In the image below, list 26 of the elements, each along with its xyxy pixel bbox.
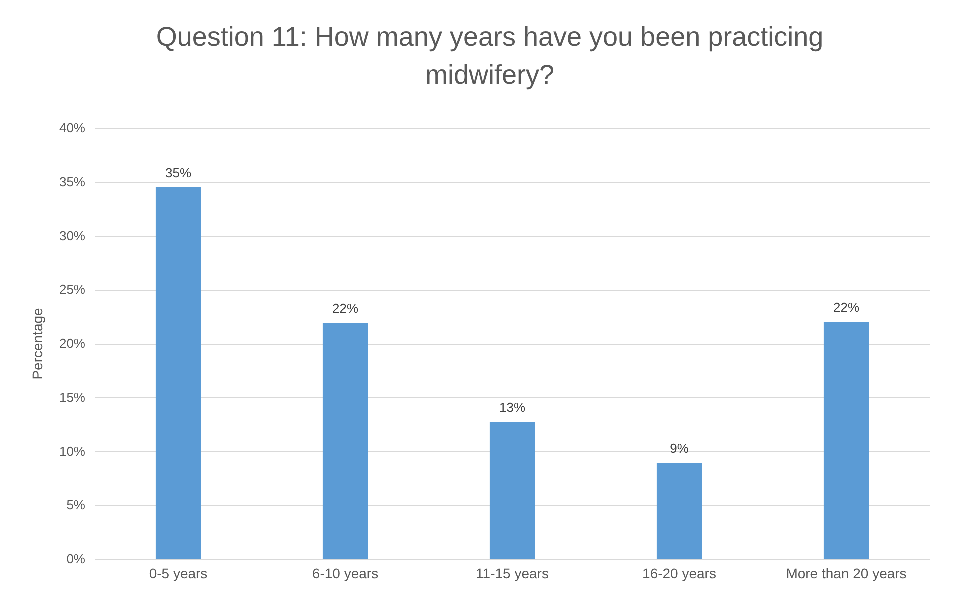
x-tick-label: More than 20 years bbox=[786, 566, 907, 582]
y-tick-label: 15% bbox=[59, 390, 86, 405]
bar bbox=[824, 322, 870, 559]
y-tick-label: 10% bbox=[59, 444, 86, 459]
y-tick-label: 20% bbox=[59, 336, 86, 351]
bar bbox=[656, 463, 702, 559]
y-tick-label: 5% bbox=[66, 498, 86, 513]
bar bbox=[490, 422, 536, 559]
bar bbox=[322, 323, 368, 559]
y-tick-label: 30% bbox=[59, 228, 86, 244]
bar bbox=[156, 187, 202, 559]
x-tick-label: 6-10 years bbox=[312, 566, 379, 582]
x-tick-label: 16-20 years bbox=[642, 566, 716, 582]
data-label: 13% bbox=[499, 400, 526, 416]
y-tick-label: 40% bbox=[59, 120, 86, 136]
x-tick-label: 11-15 years bbox=[476, 566, 549, 582]
data-label: 22% bbox=[833, 300, 860, 315]
y-tick-label: 0% bbox=[66, 552, 86, 566]
y-axis-title: Percentage bbox=[29, 308, 46, 380]
y-tick-label: 35% bbox=[59, 174, 86, 190]
data-label: 35% bbox=[165, 165, 192, 180]
data-label: 22% bbox=[332, 301, 359, 316]
x-tick-label: 0-5 years bbox=[149, 566, 208, 582]
y-tick-label: 25% bbox=[59, 282, 86, 298]
data-label: 9% bbox=[670, 441, 690, 456]
chart-title: Question 11: How many years have you been practicing midwifery? bbox=[155, 21, 825, 92]
